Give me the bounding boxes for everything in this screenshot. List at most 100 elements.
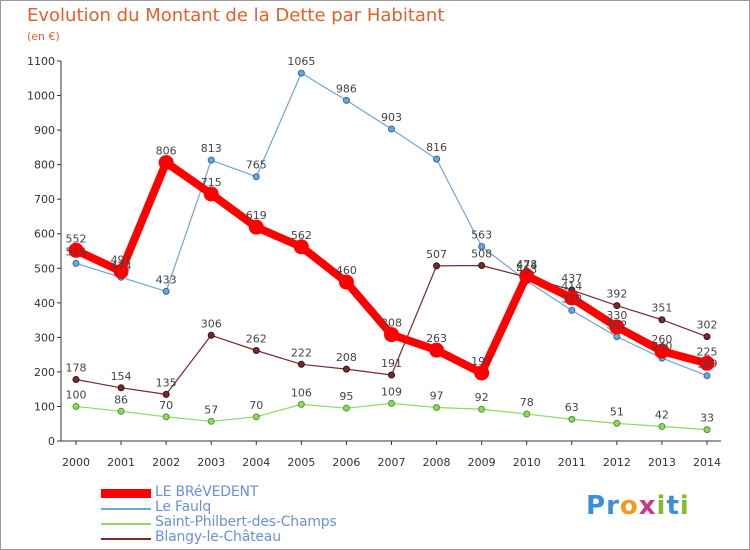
- data-point-le-br-vedent: [564, 290, 580, 306]
- data-point-blangy-le-ch-teau: [703, 333, 711, 341]
- data-label-blangy-le-ch-teau: 474: [516, 259, 537, 272]
- y-tick-label: 300: [34, 331, 55, 344]
- data-point-le-br-vedent: [68, 242, 84, 258]
- x-tick-label: 2006: [332, 456, 360, 469]
- y-tick-label: 800: [34, 159, 55, 172]
- data-point-le-br-vedent: [293, 239, 309, 255]
- data-point-le-br-vedent: [338, 274, 354, 290]
- data-label-blangy-le-ch-teau: 154: [111, 370, 132, 383]
- x-tick-label: 2005: [287, 456, 315, 469]
- data-point-blangy-le-ch-teau: [72, 376, 80, 384]
- data-point-blangy-le-ch-teau: [433, 262, 441, 270]
- data-point-blangy-le-ch-teau: [342, 365, 350, 373]
- data-point-blangy-le-ch-teau: [207, 331, 215, 339]
- data-point-saint-philbert-des-champs: [703, 426, 711, 434]
- data-point-le-br-vedent: [654, 343, 670, 359]
- y-tick-label: 700: [34, 193, 55, 206]
- data-label-blangy-le-ch-teau: 302: [697, 319, 718, 332]
- data-label-saint-philbert-des-champs: 63: [565, 401, 579, 414]
- y-tick-label: 400: [34, 297, 55, 310]
- data-label-le-br-vedent: 552: [66, 232, 87, 245]
- data-point-saint-philbert-des-champs: [342, 404, 350, 412]
- legend-swatch: [101, 508, 151, 510]
- y-tick-label: 100: [34, 400, 55, 413]
- y-tick-label: 0: [48, 435, 55, 448]
- data-label-le-br-vedent: 308: [381, 317, 402, 330]
- data-point-le-faulq: [478, 243, 486, 251]
- data-label-saint-philbert-des-champs: 97: [430, 389, 444, 402]
- data-label-blangy-le-ch-teau: 351: [651, 302, 672, 315]
- data-point-le-br-vedent: [429, 342, 445, 358]
- data-point-saint-philbert-des-champs: [207, 417, 215, 425]
- data-point-saint-philbert-des-champs: [478, 405, 486, 413]
- data-label-le-faulq: 433: [156, 273, 177, 286]
- data-point-saint-philbert-des-champs: [252, 413, 260, 421]
- legend-label: Blangy-le-Château: [155, 529, 281, 545]
- x-tick-label: 2012: [603, 456, 631, 469]
- data-label-le-faulq: 765: [246, 159, 267, 172]
- y-tick-label: 1000: [27, 90, 55, 103]
- data-label-blangy-le-ch-teau: 306: [201, 317, 222, 330]
- data-label-saint-philbert-des-champs: 86: [114, 393, 128, 406]
- data-point-saint-philbert-des-champs: [568, 415, 576, 423]
- data-point-blangy-le-ch-teau: [252, 346, 260, 354]
- legend-swatch: [101, 538, 151, 540]
- data-point-blangy-le-ch-teau: [162, 390, 170, 398]
- legend-swatch: [101, 489, 151, 498]
- data-point-saint-philbert-des-champs: [613, 419, 621, 427]
- y-tick-label: 600: [34, 228, 55, 241]
- data-label-le-faulq: 816: [426, 141, 447, 154]
- data-label-le-faulq: 189: [697, 358, 718, 371]
- data-label-le-br-vedent: 491: [111, 253, 132, 266]
- x-tick-label: 2003: [197, 456, 225, 469]
- data-point-le-br-vedent: [158, 155, 174, 171]
- data-point-le-faulq: [207, 156, 215, 164]
- data-label-le-faulq: 240: [651, 340, 672, 353]
- data-label-le-br-vedent: 715: [201, 176, 222, 189]
- y-tick-label: 500: [34, 262, 55, 275]
- data-label-le-faulq: 903: [381, 111, 402, 124]
- data-label-saint-philbert-des-champs: 95: [339, 390, 353, 403]
- data-point-saint-philbert-des-champs: [162, 413, 170, 421]
- y-tick-label: 200: [34, 366, 55, 379]
- data-label-le-faulq: 378: [561, 292, 582, 305]
- legend-label: Le Faulq: [155, 499, 212, 515]
- data-label-blangy-le-ch-teau: 392: [606, 288, 627, 301]
- data-point-blangy-le-ch-teau: [613, 302, 621, 310]
- data-point-saint-philbert-des-champs: [72, 402, 80, 410]
- data-point-le-faulq: [388, 125, 395, 133]
- data-point-le-br-vedent: [699, 355, 715, 371]
- data-label-saint-philbert-des-champs: 57: [204, 403, 218, 416]
- data-label-saint-philbert-des-champs: 109: [381, 385, 402, 398]
- data-point-le-br-vedent: [384, 327, 399, 343]
- legend-label: LE BRéVEDENT: [155, 484, 259, 500]
- proxiti-logo: Proxiti: [586, 491, 690, 521]
- data-point-le-br-vedent: [248, 219, 264, 235]
- data-label-blangy-le-ch-teau: 135: [156, 376, 177, 389]
- data-label-saint-philbert-des-champs: 100: [66, 388, 87, 401]
- data-point-blangy-le-ch-teau: [388, 371, 395, 379]
- data-point-le-faulq: [162, 287, 170, 295]
- data-label-blangy-le-ch-teau: 222: [291, 346, 312, 359]
- data-point-blangy-le-ch-teau: [658, 316, 666, 324]
- data-label-le-faulq: 563: [471, 229, 492, 242]
- data-point-le-br-vedent: [113, 263, 129, 279]
- data-label-le-br-vedent: 619: [246, 209, 267, 222]
- x-tick-label: 2002: [152, 456, 180, 469]
- x-tick-label: 2010: [513, 456, 541, 469]
- data-label-le-faulq: 986: [336, 82, 357, 95]
- data-label-blangy-le-ch-teau: 178: [66, 362, 87, 375]
- data-label-le-br-vedent: 260: [651, 333, 672, 346]
- data-point-le-faulq: [568, 306, 576, 314]
- x-tick-label: 2014: [693, 456, 721, 469]
- chart-subtitle: (en €): [27, 30, 60, 43]
- data-label-le-br-vedent: 197: [471, 355, 492, 368]
- data-point-le-faulq: [72, 259, 80, 267]
- data-label-blangy-le-ch-teau: 437: [561, 272, 582, 285]
- data-label-le-faulq: 813: [201, 142, 222, 155]
- data-point-blangy-le-ch-teau: [478, 262, 486, 270]
- data-point-le-faulq: [703, 372, 711, 380]
- legend-swatch: [101, 523, 151, 525]
- data-label-le-faulq: 514: [66, 245, 87, 258]
- data-label-le-br-vedent: 263: [426, 332, 447, 345]
